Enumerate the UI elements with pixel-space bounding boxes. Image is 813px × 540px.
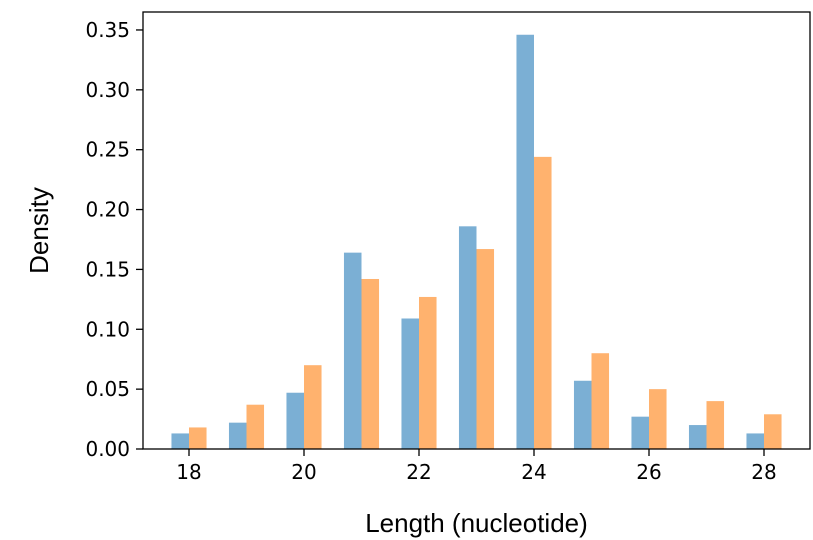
y-tick-label: 0.15 xyxy=(85,257,130,281)
bar-series1-18 xyxy=(171,433,189,449)
y-ticks-group: 0.00 0.05 0.10 0.15 0.20 0.25 0.30 0.35 xyxy=(85,18,143,461)
bar-series2-24 xyxy=(534,156,552,449)
bar-series2-18 xyxy=(189,427,207,449)
x-tick-label: 28 xyxy=(751,460,776,484)
bar-series2-19 xyxy=(246,404,265,449)
bar-series1-21 xyxy=(343,252,362,449)
bar-series1-24 xyxy=(516,34,534,449)
x-tick-label: 26 xyxy=(636,460,661,484)
y-tick-label: 0.35 xyxy=(85,18,130,42)
y-tick-label: 0.05 xyxy=(85,377,130,401)
bar-series2-21 xyxy=(361,278,380,449)
y-tick-label: 0.00 xyxy=(85,437,130,461)
bar-series1-26 xyxy=(631,416,649,449)
bar-series1-27 xyxy=(688,425,707,449)
bar-series2-20 xyxy=(304,365,322,449)
bar-series2-26 xyxy=(649,389,667,449)
x-tick-label: 24 xyxy=(521,460,546,484)
y-tick-label: 0.10 xyxy=(85,317,130,341)
y-axis-label: Density xyxy=(24,187,54,274)
y-tick-label: 0.20 xyxy=(85,198,130,222)
bar-series1-22 xyxy=(401,318,419,449)
y-tick-label: 0.25 xyxy=(85,138,130,162)
bar-series1-20 xyxy=(286,392,304,449)
bar-series2-23 xyxy=(476,249,495,449)
x-axis-label: Length (nucleotide) xyxy=(365,508,588,538)
bar-series2-27 xyxy=(706,401,725,449)
bar-series1-23 xyxy=(458,226,477,449)
x-ticks-group: 18 20 22 24 26 28 xyxy=(176,449,777,484)
bar-series1-25 xyxy=(573,380,592,449)
y-tick-label: 0.30 xyxy=(85,78,130,102)
x-tick-label: 18 xyxy=(176,460,201,484)
bar-series2-28 xyxy=(764,414,782,449)
bar-series2-25 xyxy=(591,353,610,449)
bar-series2-22 xyxy=(419,296,437,449)
bars-group xyxy=(171,34,782,449)
bar-series1-28 xyxy=(746,433,764,449)
x-tick-label: 20 xyxy=(291,460,316,484)
bar-series1-19 xyxy=(228,422,247,449)
x-tick-label: 22 xyxy=(406,460,431,484)
plot-frame xyxy=(142,11,811,450)
